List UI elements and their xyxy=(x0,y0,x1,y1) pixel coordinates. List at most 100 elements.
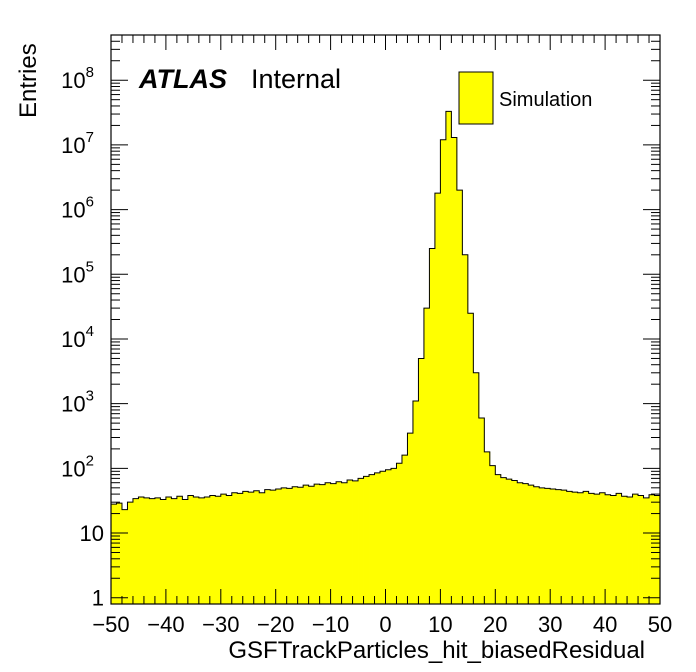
histogram-bin xyxy=(111,504,117,604)
histogram-bin xyxy=(160,499,167,604)
histogram-bin xyxy=(473,372,480,604)
histogram-bin xyxy=(407,433,414,604)
legend-label: Simulation xyxy=(499,89,592,111)
histogram-bin xyxy=(429,248,436,605)
y-tick-label: 106 xyxy=(61,194,94,223)
histogram-bin xyxy=(308,486,315,604)
histogram-bin xyxy=(506,479,513,604)
y-tick-label: 1 xyxy=(92,586,104,611)
histogram-bin xyxy=(187,495,194,604)
histogram-bin xyxy=(352,480,359,604)
histogram-bin xyxy=(544,488,551,604)
histogram-bin xyxy=(583,491,590,604)
histogram-bin xyxy=(572,492,579,604)
x-axis-ticks xyxy=(110,35,661,604)
y-axis-tick-labels: 1 10 102 103 104 105 106 107 108 xyxy=(61,64,104,611)
atlas-label: ATLAS xyxy=(138,64,227,94)
histogram-bars xyxy=(111,110,661,605)
histogram-bin xyxy=(127,502,134,604)
histogram-bin xyxy=(643,497,650,604)
x-tick-label: 50 xyxy=(648,612,672,637)
x-tick-label: −40 xyxy=(147,612,184,637)
histogram-bin xyxy=(511,480,518,604)
histogram-bin xyxy=(165,497,172,604)
histogram-bin xyxy=(489,465,496,604)
histogram-bin xyxy=(396,463,403,604)
histogram-bin xyxy=(369,474,375,604)
internal-label: Internal xyxy=(251,64,341,94)
histogram-bin xyxy=(605,494,611,604)
histogram-bin xyxy=(204,497,211,604)
histogram-bin xyxy=(500,477,507,604)
histogram-bin xyxy=(116,503,123,604)
histogram-bin xyxy=(599,492,606,604)
histogram-bin xyxy=(182,499,189,604)
histogram-bin xyxy=(297,487,304,604)
histogram-bin xyxy=(638,495,644,604)
histogram-bin xyxy=(347,480,353,604)
histogram-bin xyxy=(330,483,337,604)
y-tick-label: 10 xyxy=(80,521,104,546)
histogram-bin xyxy=(319,484,326,604)
histogram-bin xyxy=(517,482,524,604)
x-tick-label: −50 xyxy=(92,612,129,637)
histogram-bin xyxy=(385,469,392,604)
histogram-outline xyxy=(111,110,660,511)
histogram-bin xyxy=(577,492,584,604)
histogram-bin xyxy=(418,358,425,604)
histogram-bin xyxy=(143,497,150,604)
histogram-bin xyxy=(132,498,139,604)
histogram-bin xyxy=(292,486,299,604)
histogram-bin xyxy=(484,451,491,604)
histogram-bin xyxy=(171,498,178,604)
histogram-bin xyxy=(121,509,128,604)
x-tick-label: −20 xyxy=(257,612,294,637)
histogram-bin xyxy=(286,488,293,604)
histogram-bin xyxy=(380,471,386,604)
histogram-bin xyxy=(621,496,628,604)
histogram-bin xyxy=(275,488,282,604)
histogram-bin xyxy=(445,111,452,604)
histogram-bin xyxy=(423,308,430,604)
histogram-bin xyxy=(533,486,540,604)
x-tick-label: −30 xyxy=(202,612,239,637)
histogram-bin xyxy=(528,485,535,604)
histogram-bin xyxy=(237,493,244,604)
y-tick-label: 103 xyxy=(61,388,94,417)
legend-swatch xyxy=(458,71,494,125)
histogram-bin xyxy=(462,254,469,605)
x-tick-label: −10 xyxy=(312,612,349,637)
y-tick-label: 108 xyxy=(61,64,94,93)
y-axis-ticks xyxy=(111,34,660,599)
histogram-bin xyxy=(654,495,661,604)
histogram-bin xyxy=(561,490,568,604)
histogram-bin xyxy=(594,494,601,604)
histogram-bin xyxy=(566,491,573,604)
y-tick-label: 105 xyxy=(61,258,94,287)
histogram-bin xyxy=(358,478,364,604)
histogram-bin xyxy=(632,494,639,604)
x-tick-label: 20 xyxy=(483,612,507,637)
x-axis-title: GSFTrackParticles_hit_biasedResidual xyxy=(228,637,645,664)
histogram-bin xyxy=(270,490,277,604)
histogram-bin xyxy=(154,497,161,604)
x-axis-tick-labels: −50 −40 −30 −20 −10 0 10 20 30 40 50 xyxy=(92,612,672,637)
histogram-bin xyxy=(478,418,485,604)
histogram-bin xyxy=(325,482,331,604)
x-tick-label: 10 xyxy=(428,612,452,637)
x-tick-label: 30 xyxy=(538,612,562,637)
histogram-bin xyxy=(264,489,271,604)
histogram-bin xyxy=(390,468,397,604)
histogram-bin xyxy=(456,190,463,604)
histogram-bin xyxy=(193,497,200,604)
histogram-bin xyxy=(215,496,222,604)
histogram-bin xyxy=(495,474,502,604)
y-tick-label: 104 xyxy=(61,323,94,352)
histogram-bin xyxy=(149,498,156,604)
y-axis-title: Entries xyxy=(15,43,42,118)
histogram-bin xyxy=(226,495,233,604)
histogram-bin xyxy=(336,481,342,604)
histogram-bin xyxy=(341,482,348,604)
histogram-bin xyxy=(374,472,381,604)
